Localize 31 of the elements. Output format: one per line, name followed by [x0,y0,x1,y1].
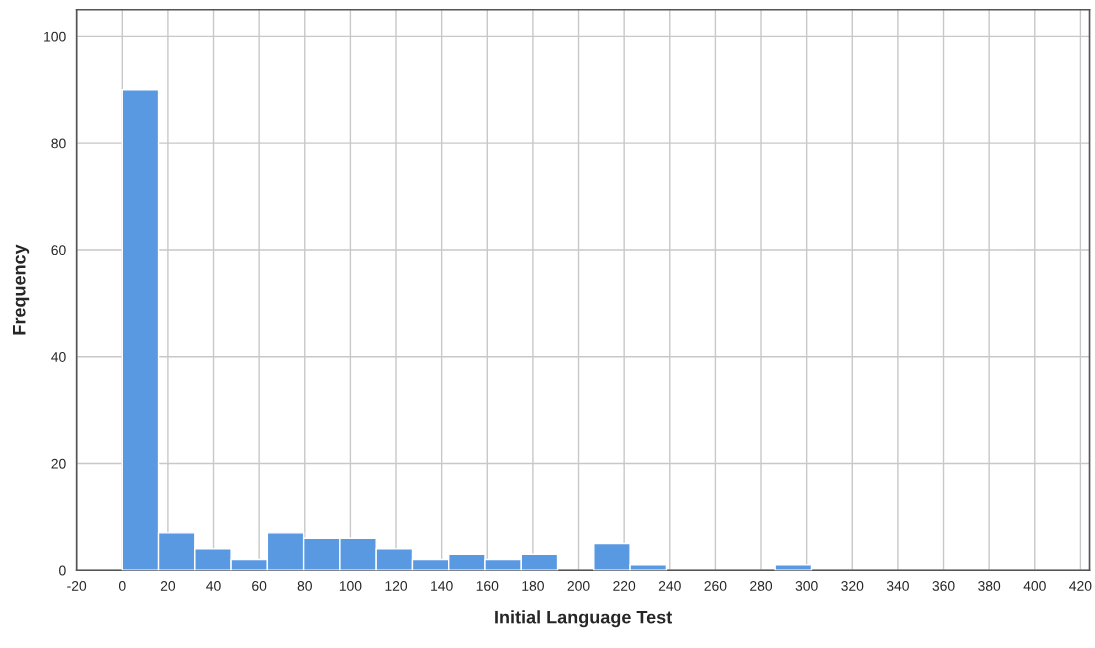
x-tick-label: 400 [1023,581,1046,591]
x-tick-label: 20 [160,581,176,591]
x-tick-label: 260 [704,581,727,591]
x-tick-label: 120 [385,581,408,591]
x-tick-label: 420 [1069,581,1092,591]
x-tick-label: 360 [932,581,955,591]
x-tick-label: 180 [522,581,544,591]
x-tick-label: 60 [252,581,267,591]
x-tick-label: 340 [886,581,909,591]
x-axis-title: Initial Language Test [495,610,672,628]
x-tick-label: 80 [297,581,312,591]
x-tick-label: 220 [613,581,636,591]
x-tick-label: 300 [795,581,818,591]
x-tick-label: 280 [750,581,773,591]
x-tick-label: 40 [206,581,221,591]
y-axis-title: Frequency [13,244,30,335]
y-tick-label: 40 [51,352,66,362]
y-tick-label: 20 [51,458,66,469]
x-tick-label: 100 [339,581,362,591]
x-tick-label: -20 [67,581,87,591]
x-tick-label: 320 [841,581,864,591]
x-tick-label: 0 [118,581,126,591]
y-tick-label: 80 [51,138,66,149]
y-tick-label: 60 [51,245,66,256]
y-tick-label: 100 [44,31,66,42]
x-tick-label: 380 [978,581,1001,591]
x-tick-label: 140 [431,581,453,591]
x-tick-label: 160 [476,581,499,591]
x-tick-label: 240 [658,581,681,591]
x-tick-label: 200 [567,581,590,591]
y-tick-label: 0 [59,565,66,576]
